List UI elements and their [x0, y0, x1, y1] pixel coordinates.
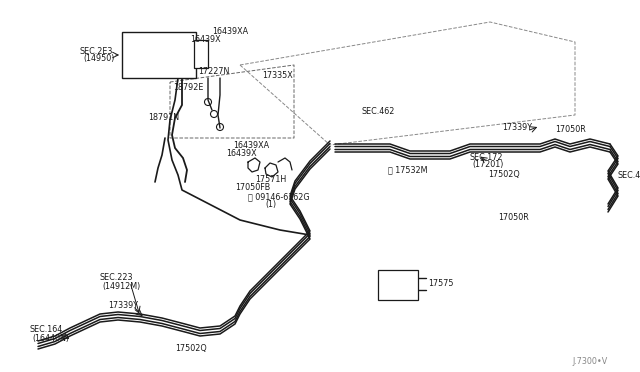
- Text: 17335X: 17335X: [262, 71, 292, 80]
- Text: SEC.223: SEC.223: [100, 273, 134, 282]
- Text: (14912M): (14912M): [102, 282, 140, 291]
- Text: SEC.462: SEC.462: [362, 108, 396, 116]
- Text: 17050R: 17050R: [498, 214, 529, 222]
- Text: SEC.2E3: SEC.2E3: [80, 48, 113, 57]
- Text: 18792E: 18792E: [173, 83, 204, 93]
- Bar: [378, 270, 418, 300]
- Text: 17050FB: 17050FB: [235, 183, 270, 192]
- Text: SEC.164: SEC.164: [30, 326, 63, 334]
- Text: (17201): (17201): [472, 160, 504, 170]
- Text: 16439X: 16439X: [190, 35, 221, 45]
- Text: SEC.172: SEC.172: [470, 154, 504, 163]
- Text: 16439XA: 16439XA: [212, 28, 248, 36]
- Text: 17339Y: 17339Y: [108, 301, 138, 311]
- Text: 17571H: 17571H: [255, 176, 286, 185]
- Text: 17227N: 17227N: [198, 67, 229, 77]
- Text: 17575: 17575: [428, 279, 454, 289]
- Text: 17502Q: 17502Q: [488, 170, 520, 179]
- Text: Ⓑ 17532M: Ⓑ 17532M: [388, 166, 428, 174]
- Text: 16439X: 16439X: [226, 148, 257, 157]
- Text: Ⓑ 09146-6162G: Ⓑ 09146-6162G: [248, 192, 310, 202]
- Text: 17050R: 17050R: [555, 125, 586, 135]
- Text: (1): (1): [265, 201, 276, 209]
- Text: 17339Y: 17339Y: [502, 124, 532, 132]
- Bar: [122, 32, 196, 78]
- Bar: [194, 40, 208, 68]
- Text: (14950): (14950): [83, 55, 115, 64]
- Text: (16440N): (16440N): [32, 334, 69, 343]
- Text: 17502Q: 17502Q: [175, 343, 207, 353]
- Text: J.7300•V: J.7300•V: [572, 357, 607, 366]
- Text: SEC.462: SEC.462: [617, 170, 640, 180]
- Text: 18791N: 18791N: [148, 113, 179, 122]
- Text: 16439XA: 16439XA: [233, 141, 269, 150]
